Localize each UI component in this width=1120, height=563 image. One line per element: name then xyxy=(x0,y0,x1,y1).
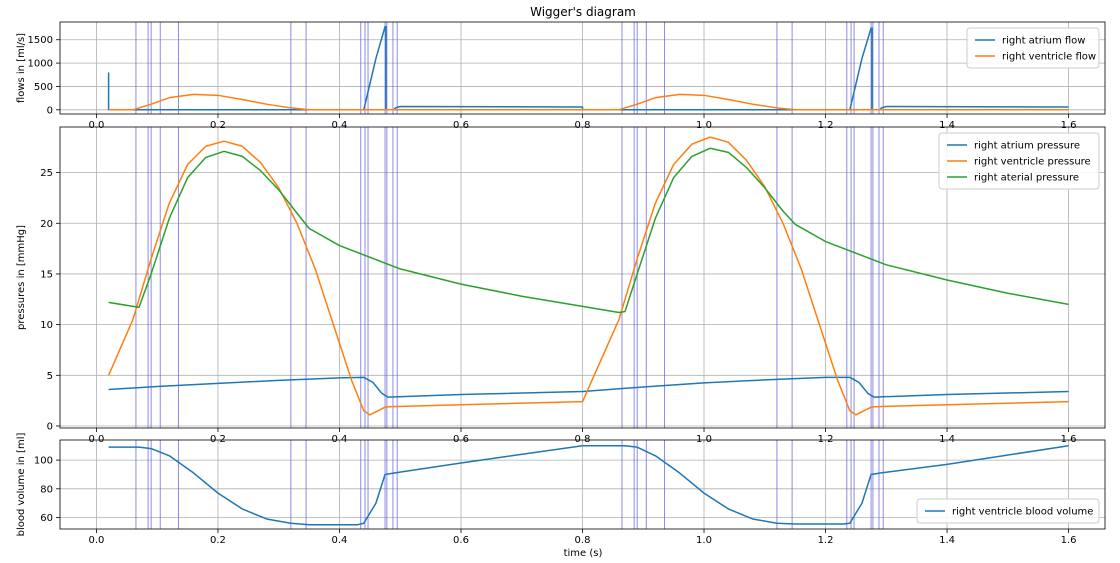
y-tick-label: 100 xyxy=(34,456,53,467)
x-tick-label: 1.4 xyxy=(939,535,955,546)
chart-panels: 0.0 0.2 0.4 0.6 0.8 1.0 1.2 1.4 1.6050010001500f… xyxy=(16,21,1106,546)
y-tick-label: 15 xyxy=(40,269,53,280)
x-tick-label: 0.4 xyxy=(332,434,348,445)
x-tick-label: 0.2 xyxy=(210,120,226,131)
x-tick-label: 1.6 xyxy=(1061,535,1077,546)
x-tick-label: 1.6 xyxy=(1061,434,1077,445)
y-tick-label: 60 xyxy=(40,513,53,524)
y-tick-label: 5 xyxy=(47,371,53,382)
y-tick-label: 0 xyxy=(47,105,53,116)
y-axis-label: blood volume in [ml] xyxy=(16,433,27,537)
x-tick-label: 1.6 xyxy=(1061,120,1077,131)
y-tick-label: 25 xyxy=(40,168,53,179)
legend: right atrium flow right ventricle flow xyxy=(966,27,1100,69)
x-tick-label: 0.6 xyxy=(453,434,469,445)
panel-pressures: 0.0 0.2 0.4 0.6 0.8 1.0 1.2 1.4 1.6 0 5 10 15 20 25 pre… xyxy=(16,126,1106,445)
x-tick-label: 0.8 xyxy=(575,535,591,546)
legend-entry-label: right ventricle flow xyxy=(1002,52,1096,63)
x-tick-label: 0.6 xyxy=(453,535,469,546)
legend-entry-label: right aterial pressure xyxy=(974,173,1079,184)
x-tick-label: 0.2 xyxy=(210,434,226,445)
x-tick-label: 0.8 xyxy=(575,434,591,445)
series-line-right-ventricle-blood-volume xyxy=(108,444,1069,526)
y-tick-label: 1000 xyxy=(28,59,53,70)
x-tick-label: 1.4 xyxy=(939,120,955,131)
legend-box xyxy=(966,27,1100,69)
x-tick-label: 1.2 xyxy=(818,434,834,445)
y-axis-label: flows in [ml/s] xyxy=(16,33,27,103)
x-tick-label: 0.0 xyxy=(89,434,105,445)
series-line-right-ventricle-pressure xyxy=(107,136,1069,416)
x-tick-label: 1.0 xyxy=(696,434,712,445)
legend-entry-label: right atrium flow xyxy=(1002,36,1085,47)
legend: right atrium pressure right ventricle pre… xyxy=(938,132,1100,190)
x-tick-label: 0.6 xyxy=(453,120,469,131)
legend: right ventricle blood volume xyxy=(916,498,1100,524)
y-tick-label: 10 xyxy=(40,320,53,331)
x-tick-label: 1.2 xyxy=(818,535,834,546)
panel-volume: 0.0 0.2 0.4 0.6 0.8 1.0 1.2 1.4 1.6 60 80 100 blood … xyxy=(16,433,1106,546)
series-line-right-atrium-pressure xyxy=(108,376,1069,398)
legend-entry-label: right atrium pressure xyxy=(974,141,1080,152)
legend-box xyxy=(916,498,1100,524)
y-tick-label: 80 xyxy=(40,484,53,495)
y-tick-label: 0 xyxy=(47,421,53,432)
legend-box xyxy=(938,132,1100,190)
series-line-right-atrium-flow xyxy=(107,25,1069,111)
x-tick-label: 0.0 xyxy=(89,535,105,546)
x-tick-label: 0.4 xyxy=(332,535,348,546)
x-axis-label: time (s) xyxy=(564,548,603,559)
x-tick-label: 1.0 xyxy=(696,535,712,546)
panel-flows: 0.0 0.2 0.4 0.6 0.8 1.0 1.2 1.4 1.6 0 500 1000 1500f… xyxy=(16,21,1106,131)
y-tick-label: 500 xyxy=(34,82,53,93)
x-tick-label: 0.8 xyxy=(575,120,591,131)
legend-entry-label: right ventricle pressure xyxy=(974,157,1091,168)
series-line-right-ventricle-flow xyxy=(108,93,1069,111)
x-tick-label: 1.4 xyxy=(939,434,955,445)
legend-entry-label: right ventricle blood volume xyxy=(952,507,1093,518)
y-tick-label: 1500 xyxy=(28,35,53,46)
x-tick-label: 1.0 xyxy=(696,120,712,131)
figure-title: Wigger's diagram xyxy=(530,5,636,19)
y-axis-label: pressures in [mmHg] xyxy=(16,225,27,330)
x-tick-label: 1.2 xyxy=(818,120,834,131)
y-tick-label: 20 xyxy=(40,219,53,230)
x-tick-label: 0.0 xyxy=(89,120,105,131)
x-tick-label: 0.4 xyxy=(332,120,348,131)
x-tick-label: 0.2 xyxy=(210,535,226,546)
series-line-right-aterial-pressure xyxy=(108,147,1069,314)
